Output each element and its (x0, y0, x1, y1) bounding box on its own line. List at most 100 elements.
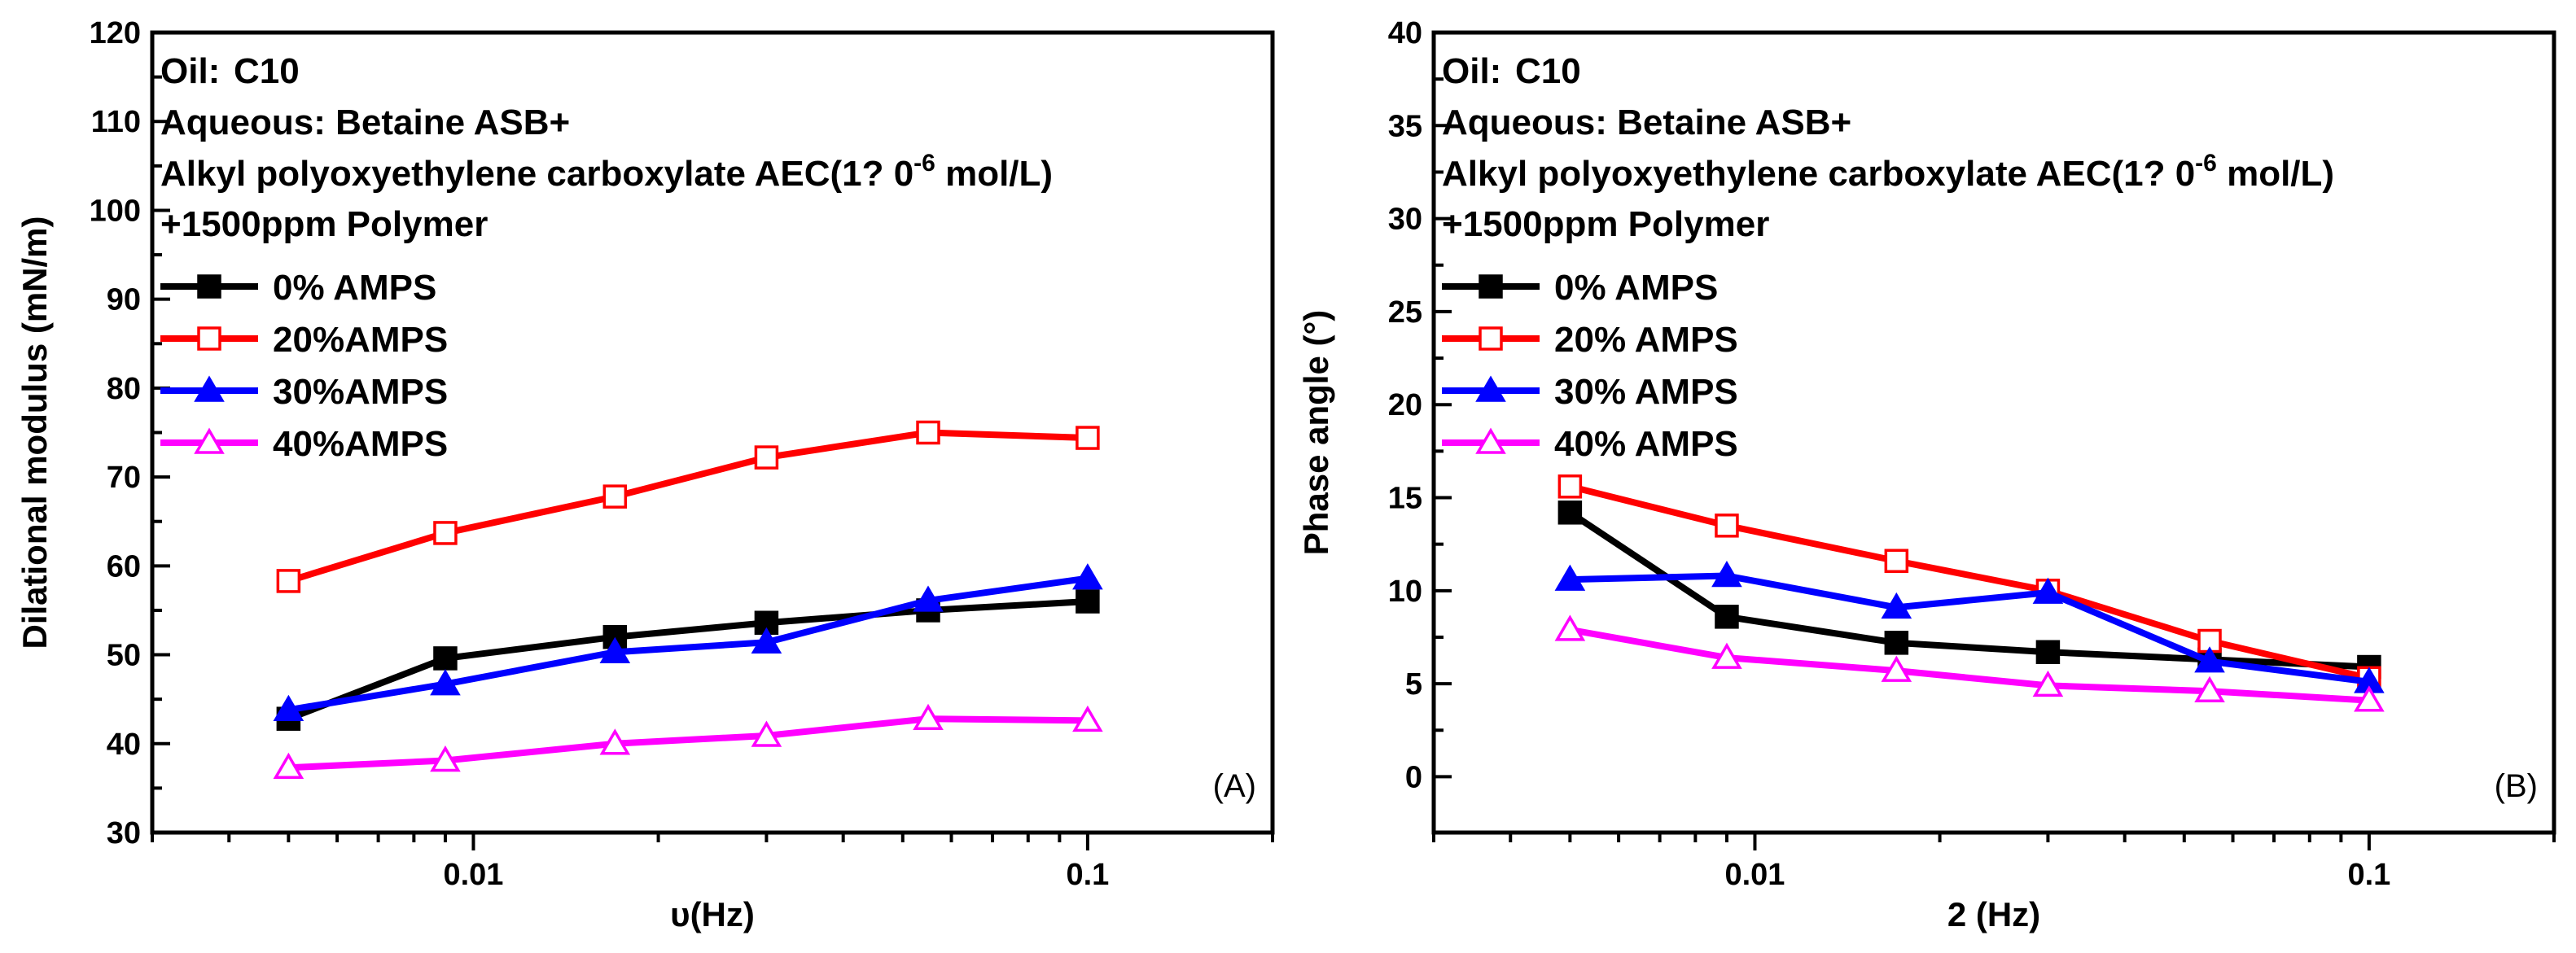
legend-label: 30%AMPS (273, 372, 448, 412)
legend-item: 20% AMPS (1442, 320, 1738, 360)
legend-marker (1479, 274, 1503, 299)
legend-label: 20%AMPS (273, 320, 448, 360)
y-tick-label: 80 (107, 372, 141, 406)
data-point (751, 720, 782, 747)
series-line (1569, 483, 2370, 682)
data-point (2194, 646, 2225, 673)
legend-label: 40%AMPS (273, 424, 448, 464)
x-tick-label: 0.01 (1724, 858, 1785, 892)
data-point (1554, 614, 1586, 641)
data-point (433, 646, 458, 671)
x-tick-label: 0.1 (2347, 858, 2390, 892)
data-point (913, 585, 944, 612)
data-point (273, 752, 304, 780)
series-1 (276, 420, 1100, 593)
data-point (2194, 675, 2225, 703)
data-point (1072, 563, 1103, 590)
data-point (2035, 640, 2061, 665)
y-tick-label: 90 (107, 283, 141, 317)
data-point (916, 420, 940, 445)
plot-frame (1431, 30, 2556, 835)
data-point (1881, 655, 1912, 682)
data-point (751, 627, 782, 654)
legend-marker (194, 375, 225, 402)
data-point (1711, 561, 1742, 588)
annotation-oil-value: C10 (1515, 51, 1581, 91)
y-tick-label: 50 (107, 639, 141, 673)
data-point (913, 703, 944, 730)
annotation-aqueous: Aqueous: Betaine ASB+ (160, 103, 570, 142)
legend-label: 30% AMPS (1554, 372, 1738, 412)
annotation-oil-label: Oil: (160, 51, 220, 91)
legend-item: 40% AMPS (1442, 424, 1738, 464)
y-tick-label: 20 (1388, 388, 1422, 422)
data-point (1884, 631, 1909, 655)
annotation-surfactant: Alkyl polyoxyethylene carboxylate AEC(1?… (160, 150, 1053, 194)
legend-item: 40%AMPS (160, 424, 448, 464)
annotation-polymer: +1500ppm Polymer (1442, 204, 1769, 244)
chart-panel-b: 0 5 10 15 20 25 30 35 40 0.01 0.1 2 (Hz) Phase angle… (1297, 16, 2556, 933)
series-line (288, 715, 1088, 772)
series-3 (1554, 614, 2385, 712)
y-tick-label: 110 (91, 105, 141, 139)
legend-marker (1479, 326, 1503, 351)
data-point (1715, 514, 1739, 538)
legend-label: 0% AMPS (1554, 268, 1718, 308)
y-tick-label: 40 (107, 728, 141, 762)
data-point (1881, 592, 1912, 619)
annotation-surfactant-unit: mol/L) (2217, 154, 2334, 194)
annotation-oil-value: C10 (234, 51, 300, 91)
legend-label: 20% AMPS (1554, 320, 1738, 360)
legend-marker (194, 427, 225, 454)
data-point (2032, 670, 2064, 697)
annotation-surfactant: Alkyl polyoxyethylene carboxylate AEC(1?… (1442, 150, 2334, 194)
legend-item: 30%AMPS (160, 372, 448, 412)
series-line (1570, 572, 2370, 685)
data-point (433, 521, 458, 545)
data-point (1711, 642, 1742, 669)
legend-item: 30% AMPS (1442, 372, 1738, 412)
panel-label: (B) (2495, 768, 2538, 804)
annotation-surfactant-exponent: -6 (2195, 150, 2217, 177)
y-tick-label: 40 (1388, 16, 1422, 50)
series-line (1568, 509, 2370, 671)
legend-marker (197, 326, 221, 351)
y-tick-label: 70 (107, 461, 141, 495)
series-line (287, 429, 1089, 584)
data-point (1554, 564, 1586, 591)
chart-panel-a: 30 40 50 60 70 80 90 100 110 120 0.01 0.1 υ(Hz) Dilat… (15, 16, 1275, 933)
y-tick-label: 5 (1405, 667, 1422, 702)
y-tick-label: 120 (90, 16, 141, 50)
y-tick-label: 60 (107, 549, 141, 584)
data-point (273, 694, 304, 722)
y-tick-label: 100 (90, 194, 141, 228)
series-3 (273, 703, 1103, 780)
data-point (1715, 605, 1739, 629)
data-point (2032, 577, 2064, 604)
data-point (430, 669, 461, 696)
legend-label: 0% AMPS (273, 268, 436, 308)
y-tick-label: 0 (1405, 760, 1422, 794)
data-point (2354, 685, 2385, 712)
series-2 (1554, 561, 2385, 693)
series-line (287, 575, 1089, 714)
panel-label: (A) (1213, 768, 1256, 804)
series-line (287, 598, 1089, 722)
annotation-surfactant-prefix: Alkyl polyoxyethylene carboxylate AEC(1?… (1442, 154, 2195, 194)
y-axis-title: Phase angle (°) (1297, 310, 1335, 556)
series-0 (276, 589, 1100, 731)
data-point (430, 745, 461, 772)
annotation-surfactant-prefix: Alkyl polyoxyethylene carboxylate AEC(1?… (160, 154, 913, 194)
x-axis-title: 2 (Hz) (1947, 895, 2040, 933)
data-point (1072, 705, 1103, 732)
data-point (1884, 549, 1909, 573)
annotation-surfactant-unit: mol/L) (935, 154, 1053, 194)
data-point (276, 569, 301, 593)
y-axis-title: Dilational modulus (mN/m) (15, 216, 54, 649)
legend-label: 40% AMPS (1554, 424, 1738, 464)
series-line (1569, 626, 2370, 704)
data-point (1557, 501, 1583, 525)
x-tick-label: 0.1 (1066, 858, 1109, 892)
x-axis-title: υ(Hz) (670, 895, 755, 933)
